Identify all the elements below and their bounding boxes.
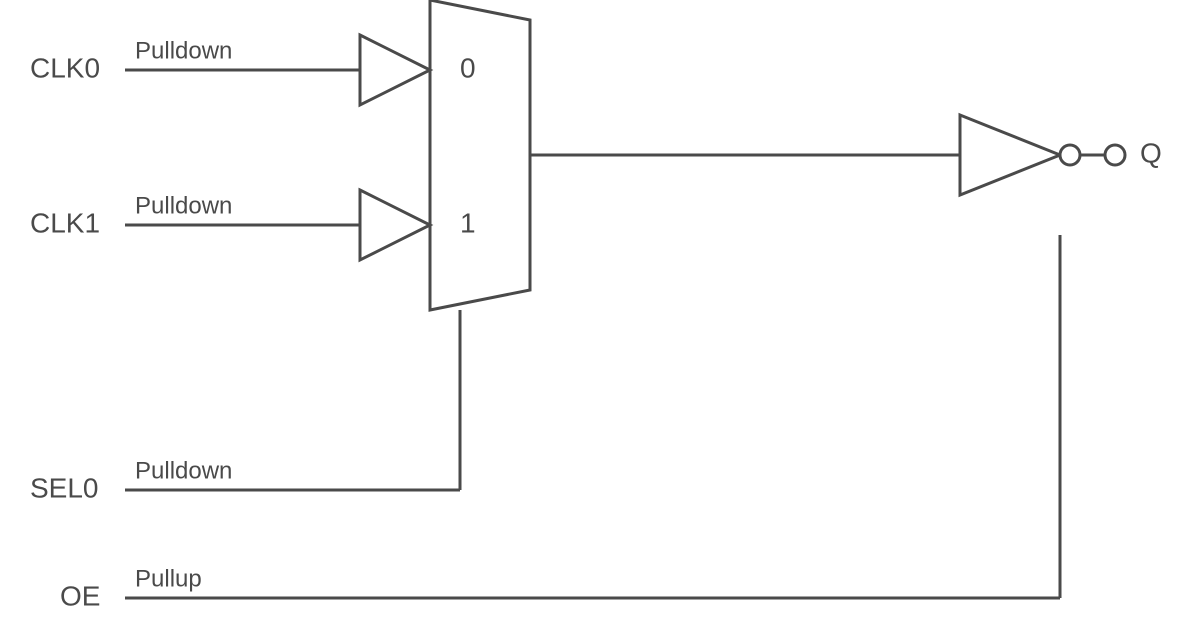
pin-Q: Q xyxy=(1140,137,1162,168)
term-OE: Pullup xyxy=(135,565,202,592)
mux-body xyxy=(430,0,530,310)
term-CLK0: Pulldown xyxy=(135,37,232,64)
output-buffer-bubble xyxy=(1060,145,1080,165)
pin-OE: OE xyxy=(60,580,100,611)
pin-CLK1: CLK1 xyxy=(30,207,100,238)
pin-CLK0: CLK0 xyxy=(30,52,100,83)
term-SEL0: Pulldown xyxy=(135,457,232,484)
buffer-CLK0 xyxy=(360,35,430,105)
buffer-CLK1 xyxy=(360,190,430,260)
mux-input1-label: 1 xyxy=(460,207,476,238)
term-CLK1: Pulldown xyxy=(135,192,232,219)
output-buffer xyxy=(960,115,1060,195)
pin-SEL0: SEL0 xyxy=(30,472,99,503)
mux-input0-label: 0 xyxy=(460,52,476,83)
q-node xyxy=(1105,145,1125,165)
